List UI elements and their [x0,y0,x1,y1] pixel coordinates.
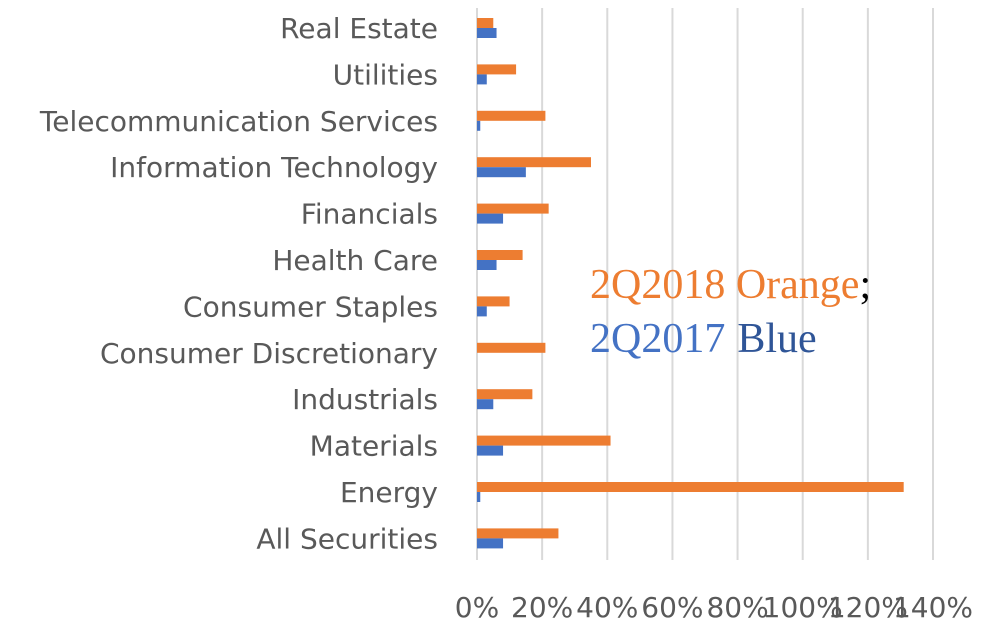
category-label: Industrials [292,383,438,416]
category-labels: Real Estate Utilities Telecommunication Se… [39,12,438,555]
category-label: Information Technology [110,151,438,184]
category-label: Materials [310,430,438,463]
bar-2q2018 [477,342,546,353]
legend-2q2017-label: 2Q2017 [590,316,725,362]
x-tick-labels: 0% 20% 40% 60% 80%100%120%140% [455,591,973,624]
bar-2q2018 [477,110,546,121]
bar-2q2018 [477,389,533,400]
legend: 2Q2018 Orange; 2Q2017 Blue [590,262,871,362]
bar-2q2017 [477,120,481,131]
category-label: Real Estate [280,12,438,45]
x-tick-label: 140% [893,591,973,624]
category-label: All Securities [256,522,438,555]
bar-2q2018 [477,482,904,492]
bar-2q2017 [477,28,497,38]
bar-2q2018 [477,250,523,260]
legend-blue-word: Blue [737,316,816,362]
bar-2q2018 [477,528,559,539]
bars-group [477,18,904,549]
bar-2q2018 [477,18,494,28]
bar-2q2017 [477,167,526,178]
bar-2q2017 [477,399,494,410]
x-tick-label: 120% [828,591,908,624]
bar-2q2018 [477,157,591,168]
x-tick-label: 60% [641,591,703,624]
bar-2q2018 [477,435,611,446]
x-tick-label: 20% [511,591,573,624]
category-label: Utilities [333,58,438,91]
bar-2q2017 [477,538,504,549]
legend-line-1: 2Q2018 Orange; [590,262,871,308]
category-label: Health Care [272,244,438,277]
x-tick-label: 100% [763,591,843,624]
category-label: Consumer Discretionary [100,337,438,370]
x-tick-label: 80% [706,591,768,624]
legend-line-2: 2Q2017 Blue [590,316,817,362]
x-tick-label: 40% [576,591,638,624]
category-label: Consumer Staples [183,290,438,323]
legend-separator: ; [859,262,871,308]
category-label: Energy [340,476,438,509]
bar-2q2017 [477,74,487,85]
bar-2q2017 [477,492,481,502]
gridlines [541,8,934,560]
x-tick-label: 0% [455,591,499,624]
bar-2q2017 [477,260,497,270]
bar-2q2018 [477,203,549,214]
bar-2q2017 [477,213,504,224]
category-label: Telecommunication Services [39,105,438,138]
legend-2q2018-label: 2Q2018 Orange [590,262,859,308]
bar-2q2018 [477,64,517,75]
bar-2q2017 [477,445,504,456]
category-label: Financials [301,198,438,231]
bar-2q2017 [477,306,487,317]
bar-2q2018 [477,296,510,307]
